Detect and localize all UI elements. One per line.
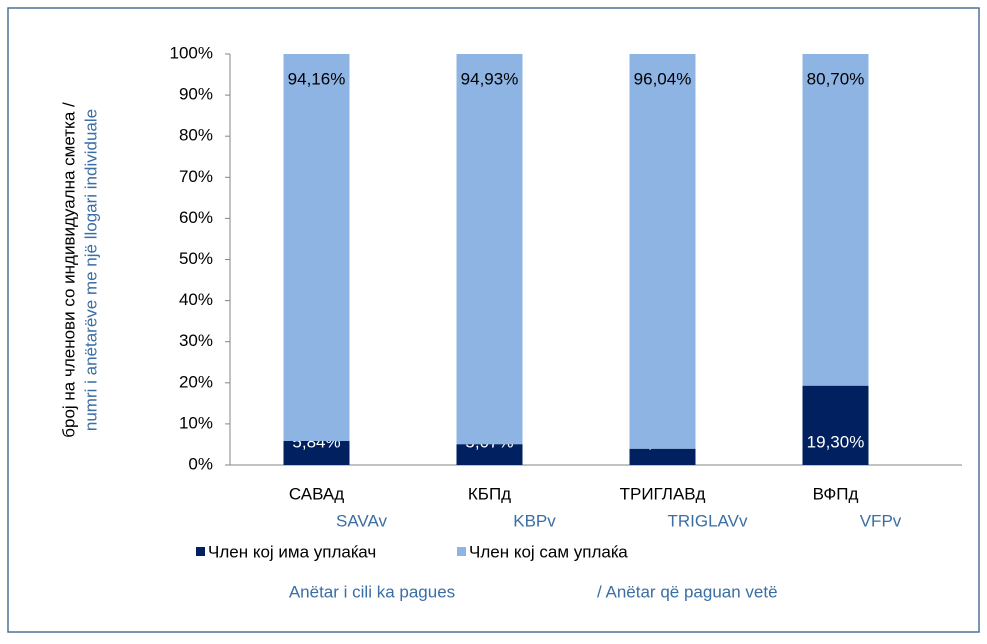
x-tick-label-alt: VFPv bbox=[860, 511, 902, 530]
x-tick-label: ВФПд bbox=[813, 484, 859, 503]
y-label-line: број на членови со индивидуална сметка / bbox=[59, 102, 78, 438]
x-tick-label-alt: TRIGLAVv bbox=[668, 511, 748, 530]
x-tick-label: САВАд bbox=[289, 484, 344, 503]
bar-segment bbox=[629, 448, 696, 465]
value-label: 80,70% bbox=[807, 69, 865, 88]
y-tick-label: 100% bbox=[170, 43, 213, 62]
value-label: 19,30% bbox=[807, 432, 865, 451]
y-tick-label: 90% bbox=[179, 85, 213, 104]
legend-swatch bbox=[196, 547, 205, 556]
x-tick-label-alt: SAVAv bbox=[336, 511, 388, 530]
value-label: 94,93% bbox=[461, 69, 519, 88]
bar-segment bbox=[456, 444, 523, 465]
value-label: 94,16% bbox=[288, 69, 346, 88]
legend-label-alt: / Anëtar që paguan vetë bbox=[597, 582, 778, 601]
bar-segment bbox=[802, 54, 869, 386]
y-label-line: numri i anëtarëve me një llogari individ… bbox=[81, 109, 100, 431]
y-tick-label: 50% bbox=[179, 249, 213, 268]
y-tick-label: 80% bbox=[179, 126, 213, 145]
bar-segment bbox=[283, 440, 350, 465]
bar-segment bbox=[629, 54, 696, 449]
y-axis-label: број на членови со индивидуална сметка /… bbox=[59, 102, 100, 438]
bar-segment bbox=[283, 54, 350, 441]
y-tick-label: 30% bbox=[179, 331, 213, 350]
bar-segment bbox=[802, 385, 869, 465]
y-tick-label: 60% bbox=[179, 208, 213, 227]
bar-segment bbox=[456, 54, 523, 445]
y-tick-label: 70% bbox=[179, 167, 213, 186]
y-tick-label: 10% bbox=[179, 413, 213, 432]
x-tick-label: ТРИГЛАВд bbox=[620, 484, 706, 503]
x-tick-label-alt: KBPv bbox=[513, 511, 556, 530]
legend-label-alt: Anëtar i cili ka pagues bbox=[289, 582, 455, 601]
y-tick-label: 40% bbox=[179, 290, 213, 309]
y-tick-label: 20% bbox=[179, 372, 213, 391]
legend-label: Член кој сам уплаќа bbox=[469, 542, 628, 561]
x-tick-label: КБПд bbox=[468, 484, 511, 503]
y-tick-label: 0% bbox=[188, 454, 213, 473]
value-label: 96,04% bbox=[634, 69, 692, 88]
legend-label: Член кој има уплаќач bbox=[208, 542, 376, 561]
legend-swatch bbox=[457, 547, 466, 556]
